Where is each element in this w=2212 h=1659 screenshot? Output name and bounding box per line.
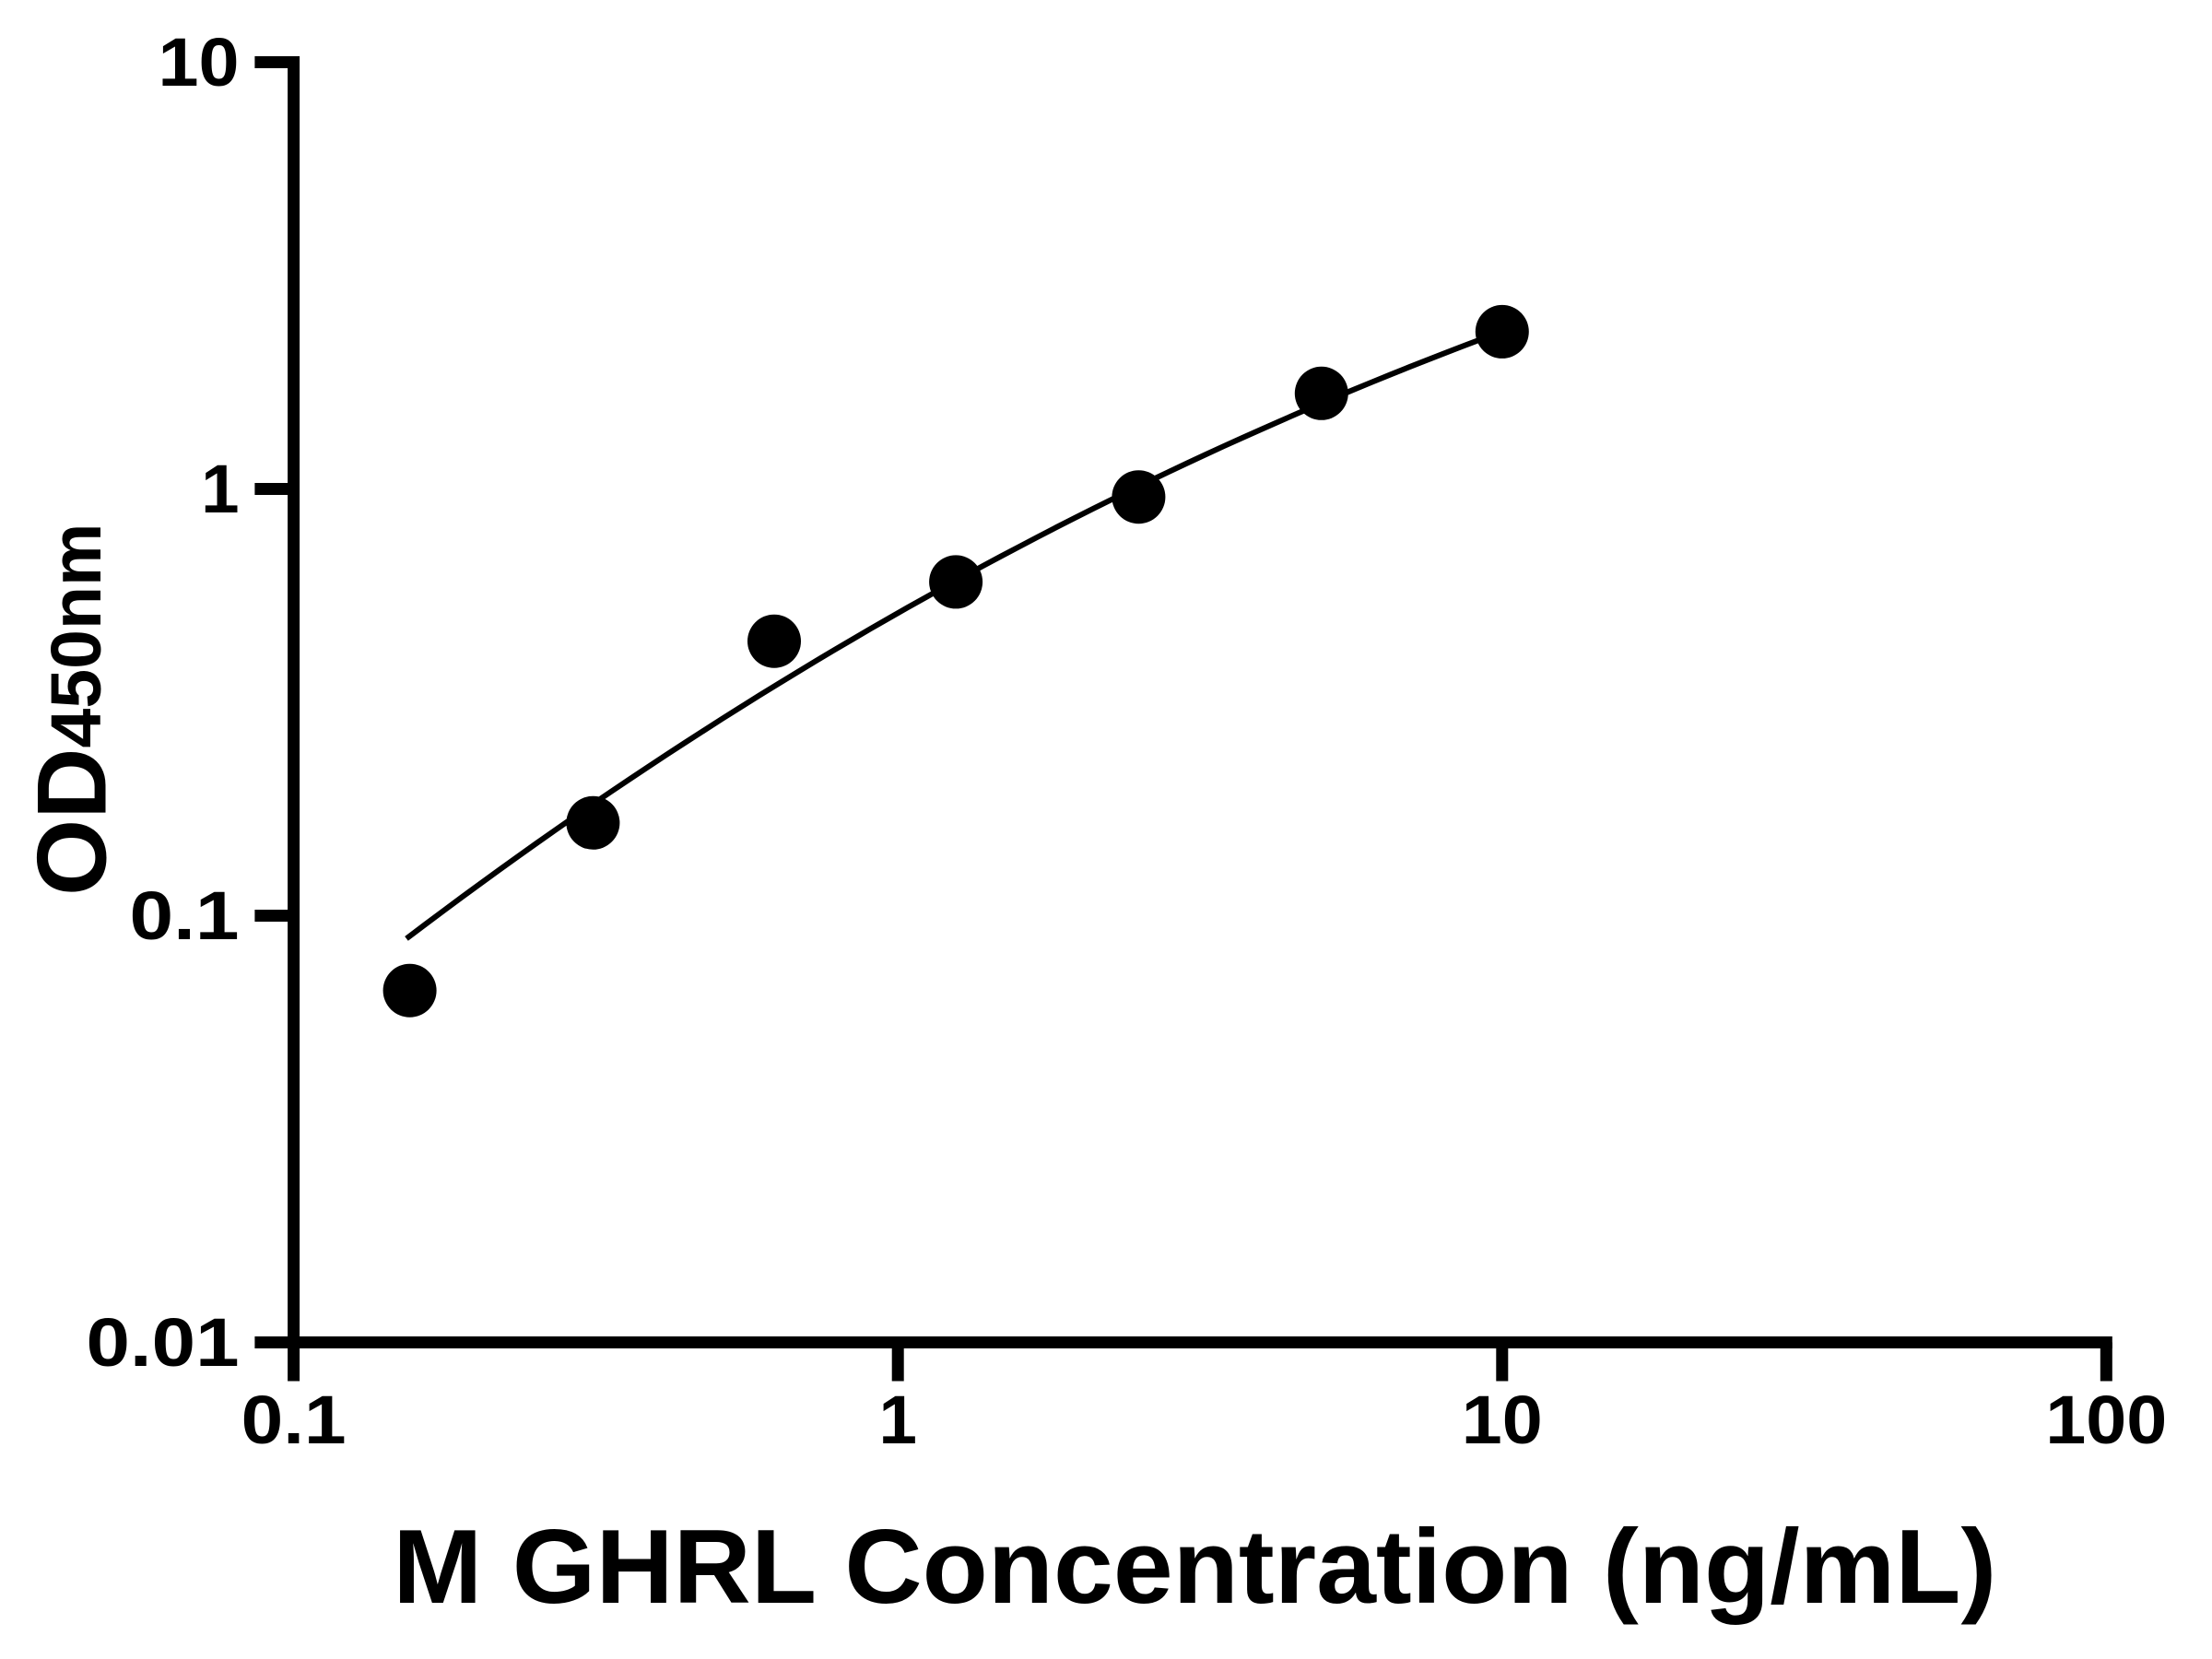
- svg-text:10: 10: [159, 24, 240, 100]
- svg-text:1: 1: [201, 451, 239, 527]
- svg-text:M GHRL Concentration (ng/mL): M GHRL Concentration (ng/mL): [393, 1509, 1996, 1626]
- svg-text:100: 100: [2045, 1382, 2167, 1458]
- svg-text:0.1: 0.1: [130, 877, 240, 954]
- svg-text:1: 1: [878, 1382, 916, 1458]
- svg-text:0.01: 0.01: [87, 1304, 240, 1381]
- svg-text:0.1: 0.1: [241, 1382, 347, 1458]
- svg-text:10: 10: [1462, 1382, 1543, 1458]
